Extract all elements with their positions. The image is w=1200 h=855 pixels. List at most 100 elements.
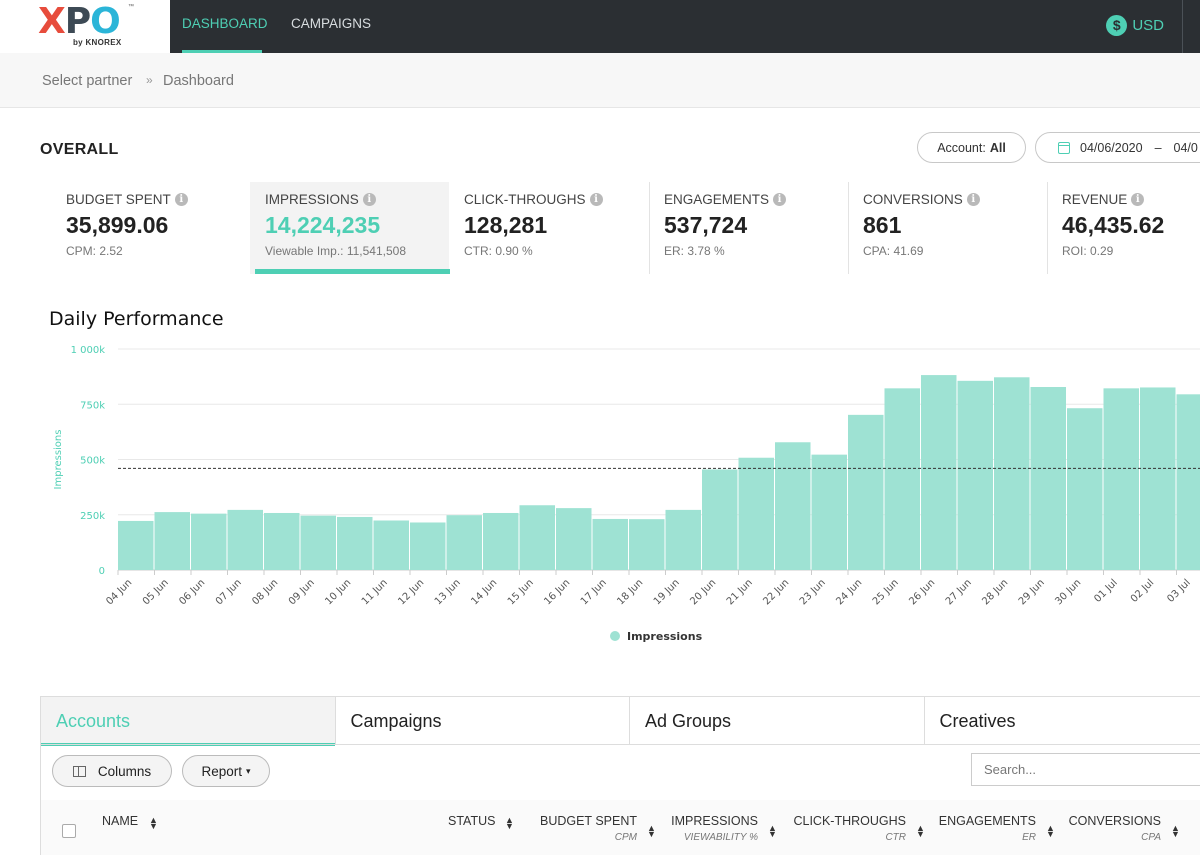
x-tick-label: 18 Jun <box>615 577 645 607</box>
kpi-label: IMPRESSIONS i <box>265 192 449 207</box>
x-tick-label: 29 Jun <box>1017 577 1047 607</box>
info-icon[interactable]: i <box>174 193 188 206</box>
x-tick-label: 08 Jun <box>250 577 280 607</box>
info-icon[interactable]: i <box>362 193 376 206</box>
breadcrumb-select-partner[interactable]: Select partner <box>42 73 133 89</box>
kpi-label: CONVERSIONS i <box>863 192 1047 207</box>
column-header-sublabel: CTR <box>885 832 906 843</box>
tab-ad-groups[interactable]: Ad Groups <box>630 697 925 745</box>
column-header-impressions[interactable]: IMPRESSIONS VIEWABILITY % <box>671 814 758 843</box>
top-navigation-bar: XPO ™ by KNOREX DASHBOARD CAMPAIGNS $ US… <box>0 0 1200 53</box>
date-start: 04/06/2020 <box>1080 140 1143 155</box>
kpi-click-throughs[interactable]: CLICK-THROUGHS i 128,281 CTR: 0.90 % <box>449 182 648 274</box>
kpi-value: 537,724 <box>664 212 748 238</box>
sort-icon[interactable]: ▲ ▼ <box>1046 823 1055 839</box>
chart-bar <box>629 519 665 570</box>
sort-icon[interactable]: ▲ ▼ <box>149 815 158 831</box>
column-header-conversions[interactable]: CONVERSIONS CPA <box>1069 814 1161 843</box>
column-header-label: IMPRESSIONS <box>671 814 758 828</box>
column-header-sublabel: ER <box>1022 832 1036 843</box>
date-range-picker[interactable]: 04/06/2020 – 04/0 <box>1035 132 1200 163</box>
report-button[interactable]: Report ▾ <box>182 755 270 787</box>
x-tick-label: 10 Jun <box>323 577 353 607</box>
column-header-status[interactable]: STATUS <box>448 814 495 828</box>
column-header-label: STATUS <box>448 814 496 828</box>
chart-bar <box>118 520 154 570</box>
kpi-budget-spent[interactable]: BUDGET SPENT i 35,899.06 CPM: 2.52 <box>51 182 250 274</box>
chart-bar <box>884 388 920 570</box>
x-tick-label: 09 Jun <box>287 577 317 607</box>
chart-title: Daily Performance <box>49 308 224 330</box>
account-filter-button[interactable]: Account: All <box>917 132 1026 163</box>
legend-label: Impressions <box>627 630 703 643</box>
daily-performance-chart: 0 250k 500k 750k 1 000k Impressions 04 Jun 05 J… <box>53 345 1200 643</box>
kpi-label: ENGAGEMENTS i <box>664 192 848 207</box>
kpi-revenue[interactable]: REVENUE i 46,435.62 ROI: 0.29 <box>1047 182 1200 274</box>
kpi-value: 861 <box>863 212 902 238</box>
nav-tab-dashboard[interactable]: DASHBOARD <box>182 16 268 31</box>
chart-bar <box>483 512 519 570</box>
column-header-budget-spent[interactable]: BUDGET SPENT CPM <box>540 814 637 843</box>
tab-campaigns[interactable]: Campaigns <box>336 697 630 745</box>
kpi-conversions[interactable]: CONVERSIONS i 861 CPA: 41.69 <box>848 182 1047 274</box>
info-icon[interactable]: i <box>1131 193 1145 206</box>
page-title: OVERALL <box>40 141 119 158</box>
sort-icon[interactable]: ▲ ▼ <box>505 815 514 831</box>
chart-bar <box>994 377 1030 570</box>
chart-bar <box>702 469 738 570</box>
kpi-label-text: REVENUE <box>1062 192 1128 207</box>
x-tick-label: 16 Jun <box>542 577 572 607</box>
x-tick-label: 22 Jun <box>761 577 791 607</box>
columns-button[interactable]: Columns <box>52 755 172 787</box>
logo-letter-p: P <box>64 1 91 42</box>
info-icon[interactable]: i <box>966 193 980 206</box>
kpi-impressions[interactable]: IMPRESSIONS i 14,224,235 Viewable Imp.: 1… <box>250 182 449 274</box>
kpi-divider <box>649 182 650 274</box>
column-header-engagements[interactable]: ENGAGEMENTS ER <box>939 814 1036 843</box>
breadcrumb-dashboard: Dashboard <box>163 73 234 89</box>
x-tick-label: 28 Jun <box>980 577 1010 607</box>
entity-tabs: Accounts Campaigns Ad Groups Creatives <box>40 696 1200 746</box>
info-icon[interactable]: i <box>773 193 787 206</box>
breadcrumb-separator: » <box>146 73 153 87</box>
chart-bar <box>410 522 446 570</box>
logo[interactable]: XPO ™ by KNOREX <box>0 0 170 53</box>
x-tick-label: 26 Jun <box>907 577 937 607</box>
currency-selector[interactable]: $ USD <box>1106 15 1164 36</box>
kpi-engagements[interactable]: ENGAGEMENTS i 537,724 ER: 3.78 % <box>649 182 848 274</box>
columns-button-label: Columns <box>97 763 152 779</box>
chart-bar <box>957 380 993 570</box>
caret-down-icon: ▾ <box>246 765 251 776</box>
x-tick-label: 30 Jun <box>1053 577 1083 607</box>
info-icon[interactable]: i <box>589 193 603 206</box>
search-input[interactable] <box>971 753 1200 786</box>
sort-icon[interactable]: ▲ ▼ <box>647 823 656 839</box>
y-tick-label: 0 <box>99 566 105 577</box>
nav-tab-campaigns[interactable]: CAMPAIGNS <box>291 16 372 31</box>
sort-icon[interactable]: ▲ ▼ <box>1171 823 1180 839</box>
tab-accounts[interactable]: Accounts <box>41 697 336 746</box>
table-left-border <box>40 744 41 855</box>
logo-subtitle: by KNOREX <box>73 38 122 47</box>
chart-bar <box>1140 387 1176 570</box>
nav-active-underline <box>182 50 262 53</box>
chart-bar <box>191 513 227 570</box>
chart-bar <box>556 508 592 570</box>
x-tick-label: 12 Jun <box>396 577 426 607</box>
kpi-label: BUDGET SPENT i <box>66 192 250 207</box>
kpi-subtext: CPA: 41.69 <box>863 244 924 258</box>
sort-icon[interactable]: ▲ ▼ <box>916 823 925 839</box>
column-header-click-throughs[interactable]: CLICK-THROUGHS CTR <box>793 814 906 843</box>
select-all-checkbox[interactable] <box>62 824 76 838</box>
chart-bar <box>373 520 409 570</box>
kpi-subtext: ER: 3.78 % <box>664 244 725 258</box>
y-tick-label: 1 000k <box>71 345 106 356</box>
chart-bar <box>848 414 884 570</box>
tab-creatives[interactable]: Creatives <box>925 697 1200 745</box>
chart-bar <box>1176 394 1200 570</box>
logo-letter-x: X <box>38 1 66 42</box>
sort-icon[interactable]: ▲ ▼ <box>768 823 777 839</box>
column-header-label: ENGAGEMENTS <box>938 814 1036 828</box>
legend-marker <box>610 631 620 641</box>
column-header-name[interactable]: NAME <box>102 814 138 828</box>
